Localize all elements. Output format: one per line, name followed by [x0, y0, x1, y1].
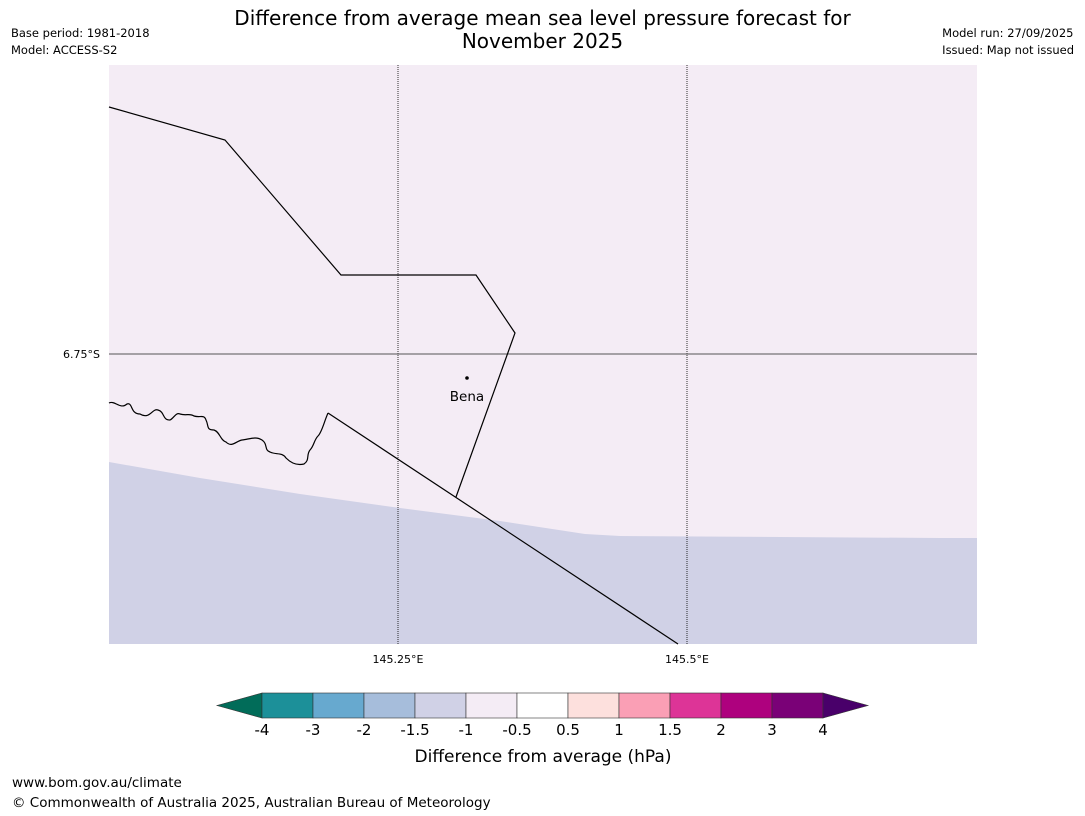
title-line-1: Difference from average mean sea level p…	[234, 6, 851, 30]
colorbar-swatch	[567, 692, 620, 719]
model-run: Model run: 27/09/2025	[942, 26, 1074, 40]
colorbar-tick-label: 2	[716, 721, 726, 739]
colorbar-tick-label: -4	[255, 721, 270, 739]
colorbar-extend-high	[822, 692, 870, 719]
colorbar-tick-label: -1.5	[400, 721, 429, 739]
river-boundary	[108, 401, 329, 466]
province-border	[108, 106, 516, 498]
colorbar-extend-low	[215, 692, 263, 719]
footer-copyright: © Commonwealth of Australia 2025, Austra…	[12, 795, 491, 811]
colorbar-swatch	[261, 692, 314, 719]
colorbar: -4 -3 -2 -1.5 -1 -0.5 0.5 1 1.5 2 3 4	[215, 692, 870, 739]
lon-label-145-25: 145.25°E	[373, 653, 424, 666]
colorbar-tick-label: 3	[767, 721, 777, 739]
colorbar-tick-label: 4	[818, 721, 828, 739]
colorbar-tick-label: -2	[357, 721, 372, 739]
colorbar-tick-label: 1.5	[658, 721, 682, 739]
colorbar-tick-label: 0.5	[556, 721, 580, 739]
map-title: Difference from average mean sea level p…	[200, 7, 885, 53]
model-name: Model: ACCESS-S2	[11, 43, 118, 57]
colorbar-swatch	[720, 692, 773, 719]
colorbar-tick-label: -1	[459, 721, 474, 739]
issued-status: Issued: Map not issued	[942, 43, 1074, 57]
footer-url: www.bom.gov.au/climate	[12, 775, 182, 791]
anomaly-region-sea	[109, 462, 977, 644]
lon-label-145-5: 145.5°E	[665, 653, 709, 666]
town-marker	[465, 376, 469, 380]
colorbar-swatch	[312, 692, 365, 719]
colorbar-tick-label: 1	[614, 721, 624, 739]
metadata-left: Base period: 1981-2018 Model: ACCESS-S2	[11, 25, 150, 59]
lat-label: 6.75°S	[63, 348, 100, 361]
map-panel: Bena 6.75°S 145.25°E 145.5°E	[63, 65, 977, 666]
title-line-2: November 2025	[461, 29, 624, 53]
colorbar-swatch	[669, 692, 722, 719]
colorbar-tick-label: -3	[306, 721, 321, 739]
colorbar-swatch	[516, 692, 569, 719]
colorbar-swatch	[771, 692, 824, 719]
colorbar-swatch	[363, 692, 416, 719]
colorbar-swatch	[414, 692, 467, 719]
colorbar-swatch	[618, 692, 671, 719]
town-label: Bena	[450, 389, 484, 405]
base-period: Base period: 1981-2018	[11, 26, 150, 40]
colorbar-swatch	[465, 692, 518, 719]
province-border-south	[327, 412, 679, 645]
metadata-right: Model run: 27/09/2025 Issued: Map not is…	[942, 25, 1074, 59]
colorbar-title: Difference from average (hPa)	[415, 747, 672, 767]
colorbar-tick-label: -0.5	[502, 721, 531, 739]
